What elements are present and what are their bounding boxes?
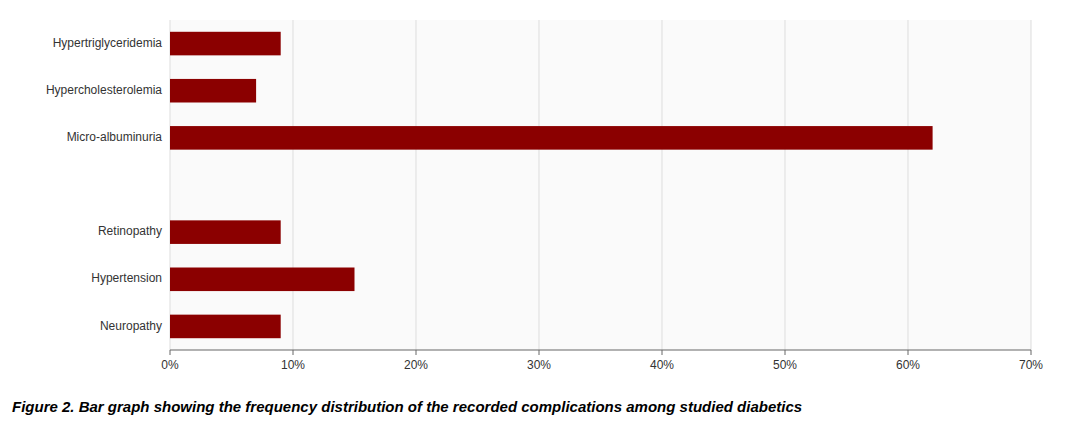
bar <box>170 173 171 197</box>
bar <box>170 220 281 244</box>
bar <box>170 79 256 103</box>
grid-line <box>1031 20 1032 350</box>
tick-mark <box>170 350 171 355</box>
grid-line <box>416 20 417 350</box>
category-label: Neuropathy <box>100 319 162 333</box>
tick-mark <box>1031 350 1032 355</box>
tick-mark <box>908 350 909 355</box>
tick-label: 40% <box>650 358 674 372</box>
tick-mark <box>416 350 417 355</box>
bar <box>170 126 933 150</box>
tick-label: 20% <box>404 358 428 372</box>
grid-line <box>293 20 294 350</box>
tick-label: 70% <box>1019 358 1043 372</box>
tick-mark <box>293 350 294 355</box>
caption: Figure 2. Bar graph showing the frequenc… <box>12 398 802 415</box>
bar <box>170 315 281 339</box>
category-label: Hypertriglyceridemia <box>53 36 163 50</box>
grid-line <box>170 20 171 350</box>
category-label: Micro-albuminuria <box>67 130 163 144</box>
tick-label: 50% <box>773 358 797 372</box>
tick-label: 0% <box>161 358 179 372</box>
x-axis-line <box>170 350 1031 351</box>
category-label: Retinopathy <box>98 224 162 238</box>
chart: 0% 10% 20% 30% 40% 50% 60% 70% Neuropathy Hyperte… <box>0 0 1067 434</box>
bar <box>170 268 355 292</box>
tick-label: 60% <box>896 358 920 372</box>
category-label: Hypercholesterolemia <box>46 83 162 97</box>
tick-mark <box>785 350 786 355</box>
tick-label: 30% <box>527 358 551 372</box>
grid-line <box>785 20 786 350</box>
tick-label: 10% <box>281 358 305 372</box>
plot: 0% 10% 20% 30% 40% 50% 60% 70% Neuropathy Hyperte… <box>46 20 1043 372</box>
grid-line <box>908 20 909 350</box>
tick-mark <box>539 350 540 355</box>
plot-background <box>170 20 1031 350</box>
bars <box>170 32 933 338</box>
grid-line <box>662 20 663 350</box>
tick-mark <box>662 350 663 355</box>
category-label: Hypertension <box>91 271 162 285</box>
bar <box>170 32 281 56</box>
grid-line <box>539 20 540 350</box>
